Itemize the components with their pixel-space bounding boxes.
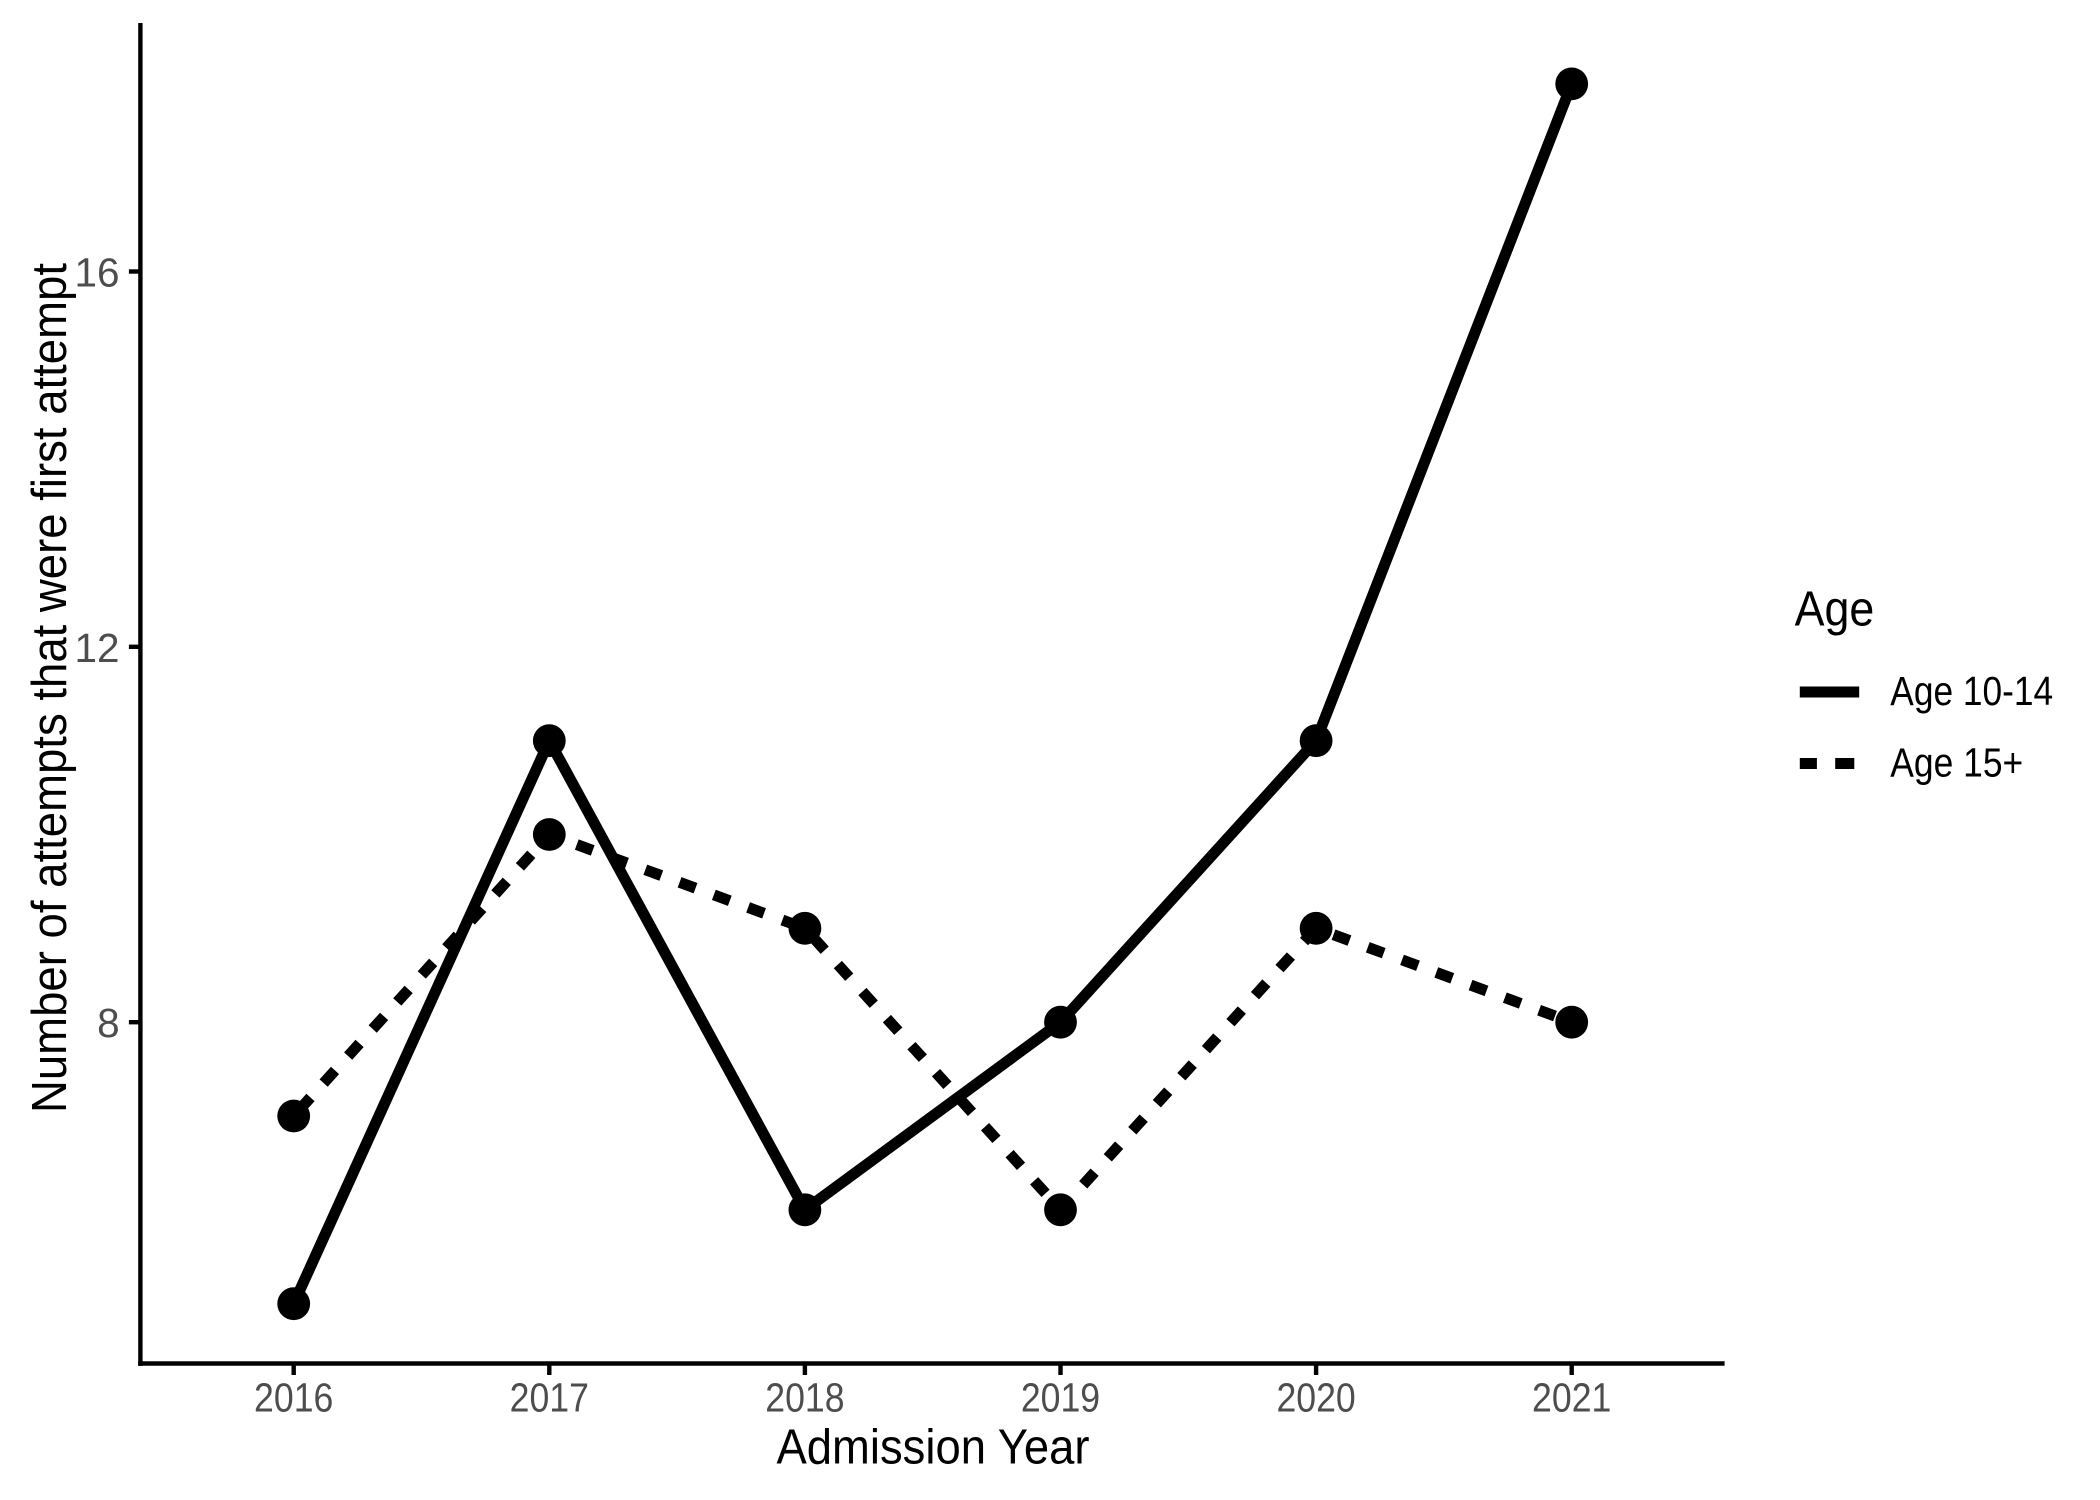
- svg-text:Age 15+: Age 15+: [1890, 740, 2023, 786]
- svg-text:2017: 2017: [510, 1375, 589, 1421]
- svg-text:2021: 2021: [1532, 1375, 1611, 1421]
- svg-text:Number of attempts that were f: Number of attempts that were first attem…: [22, 263, 77, 1113]
- svg-text:2019: 2019: [1021, 1375, 1100, 1421]
- svg-text:16: 16: [75, 250, 120, 296]
- svg-text:2018: 2018: [765, 1375, 844, 1421]
- svg-text:2020: 2020: [1276, 1375, 1355, 1421]
- svg-text:12: 12: [75, 625, 120, 671]
- svg-text:Age: Age: [1795, 582, 1875, 637]
- svg-text:Age 10-14: Age 10-14: [1890, 668, 2053, 714]
- svg-text:Admission Year: Admission Year: [777, 1419, 1090, 1474]
- svg-text:8: 8: [97, 1000, 120, 1046]
- svg-text:2016: 2016: [254, 1375, 333, 1421]
